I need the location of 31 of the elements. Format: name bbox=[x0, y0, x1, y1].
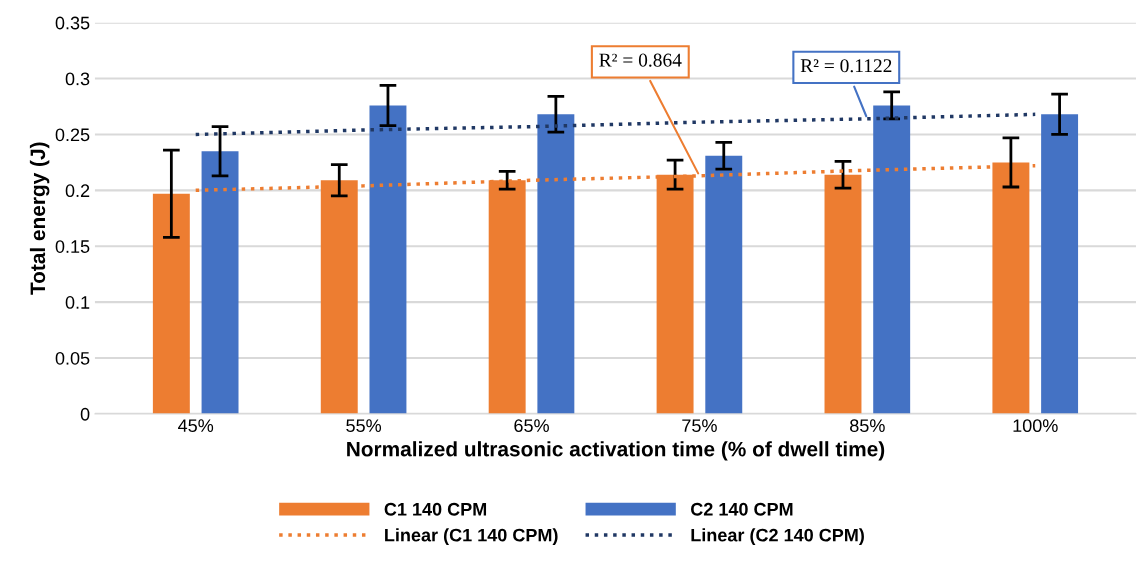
x-tick-label: 75% bbox=[682, 419, 717, 433]
bar bbox=[537, 114, 575, 414]
y-tick-label: 0.35 bbox=[55, 16, 90, 30]
x-tick-label: 55% bbox=[346, 419, 382, 433]
y-tick-label: 0.05 bbox=[55, 351, 90, 365]
bar bbox=[201, 151, 239, 414]
y-axis-title: Total energy (J) bbox=[29, 142, 50, 295]
bar bbox=[1041, 114, 1079, 414]
annotation: R² = 0.864 bbox=[599, 53, 682, 67]
bar bbox=[152, 193, 190, 414]
bar bbox=[369, 105, 407, 414]
legend-label: Linear (C2 140 CPM) bbox=[691, 528, 864, 546]
line-series bbox=[193, 112, 1037, 137]
bar bbox=[705, 155, 743, 414]
y-tick-label: 0.2 bbox=[65, 184, 90, 198]
x-tick-label: 45% bbox=[178, 419, 214, 433]
y-tick-label: 0.1 bbox=[65, 296, 90, 309]
y-tick-label: 0.15 bbox=[55, 240, 90, 253]
y-tick-label: 0.25 bbox=[55, 128, 90, 142]
legend-label: Linear (C1 140 CPM) bbox=[385, 528, 558, 546]
x-tick-label: 85% bbox=[850, 419, 885, 433]
annotation: R² = 0.1122 bbox=[800, 59, 892, 73]
x-tick-label: 65% bbox=[514, 419, 549, 433]
x-tick-label: 100% bbox=[1013, 419, 1058, 433]
bar bbox=[824, 174, 862, 414]
x-axis-title: Normalized ultrasonic activation time (% of dwell time) bbox=[347, 441, 885, 461]
bar bbox=[873, 105, 911, 414]
y-tick-label: 0 bbox=[80, 407, 90, 421]
legend-label: C2 140 CPM bbox=[691, 502, 793, 516]
y-tick-label: 0.3 bbox=[65, 72, 90, 86]
legend-label: C1 140 CPM bbox=[384, 502, 487, 516]
